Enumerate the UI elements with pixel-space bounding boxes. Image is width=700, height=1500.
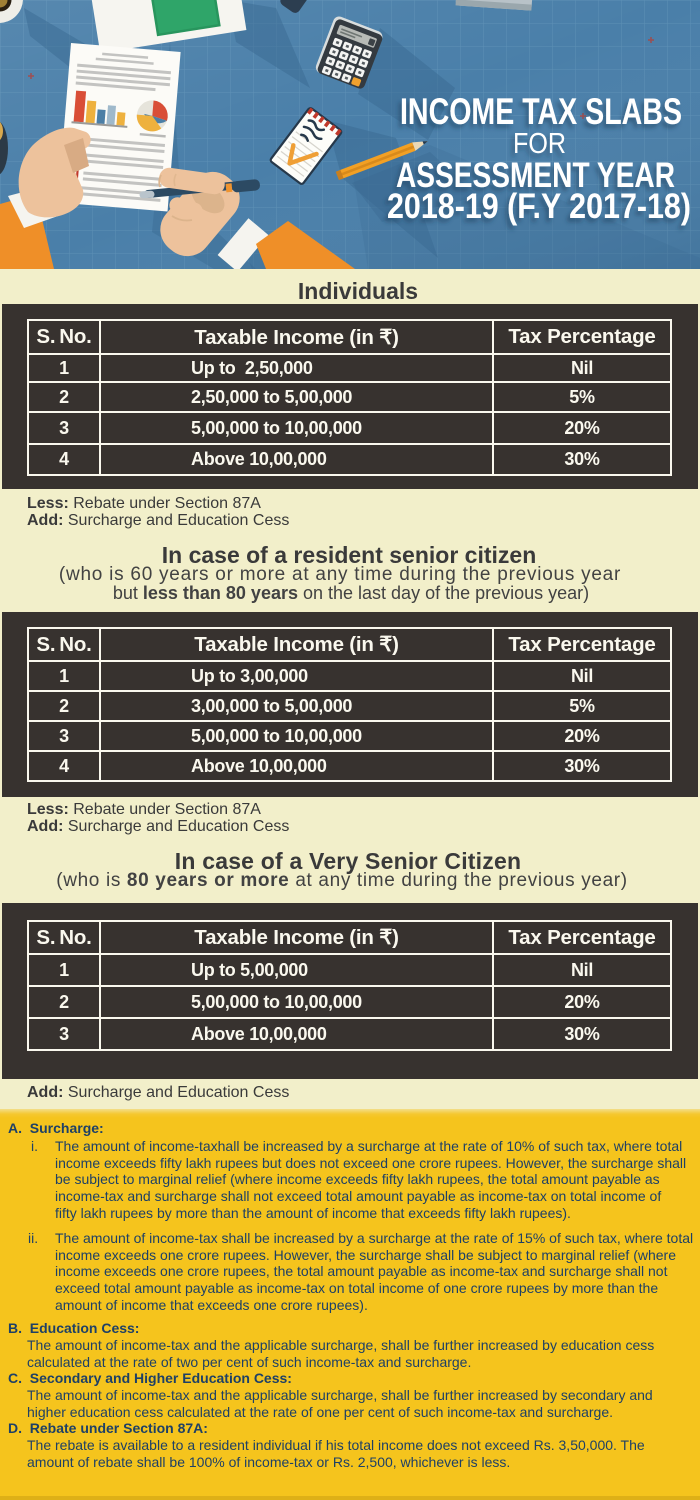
svg-text:ASSESSMENT YEAR: ASSESSMENT YEAR <box>396 156 675 195</box>
svg-text:FOR: FOR <box>513 128 566 160</box>
svg-text:2018-19 (F.Y 2017-18): 2018-19 (F.Y 2017-18) <box>387 187 691 226</box>
svg-text:INCOME TAX SLABS: INCOME TAX SLABS <box>400 91 682 132</box>
